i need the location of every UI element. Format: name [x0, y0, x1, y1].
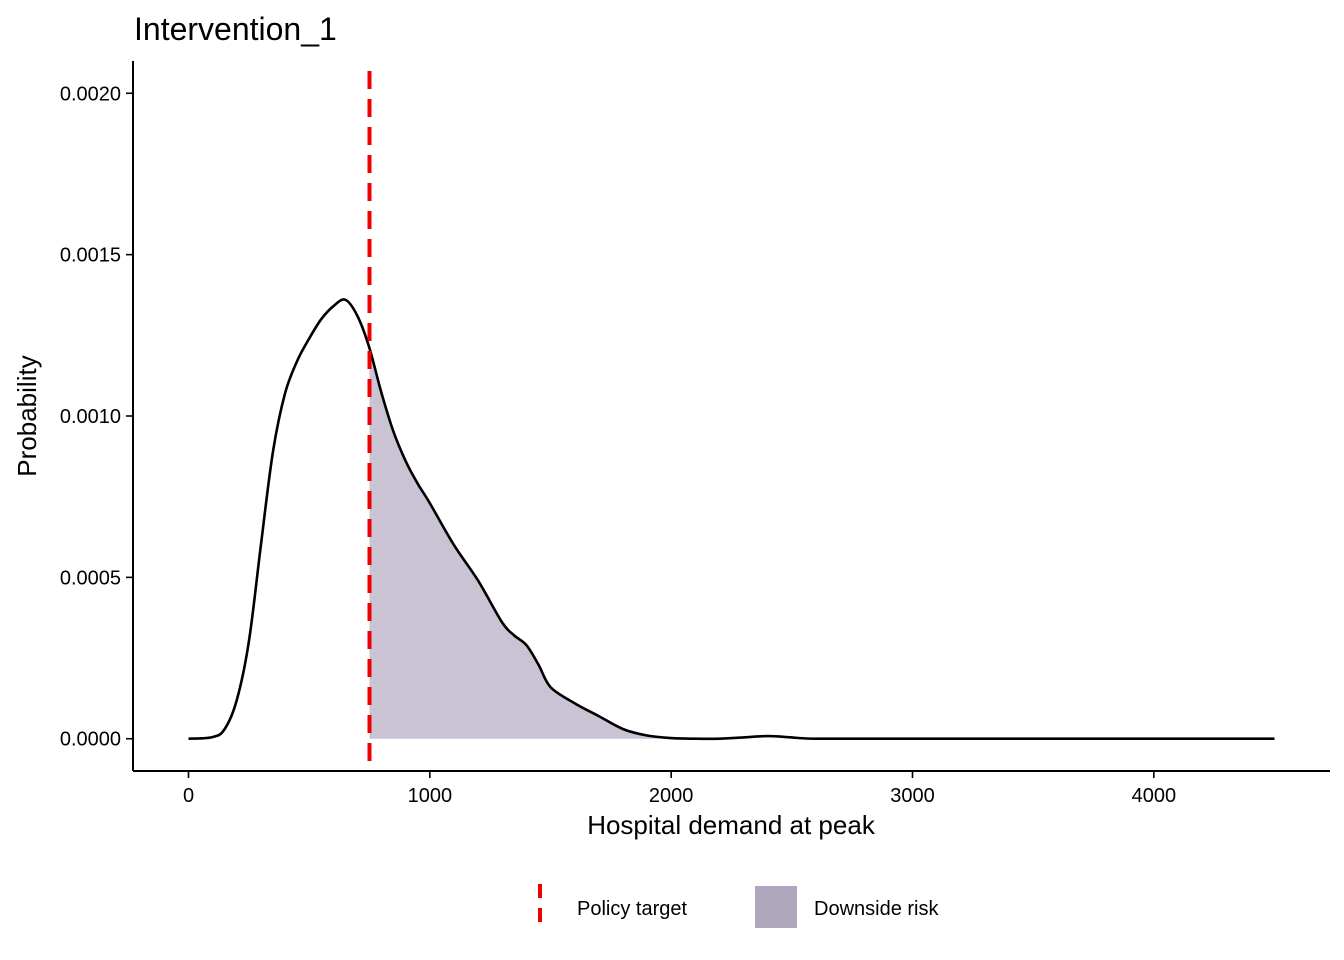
density-curve	[188, 298, 1275, 741]
x-tick-label: 4000	[1132, 785, 1177, 807]
y-tick-label: 0.0000	[60, 729, 121, 751]
legend-downside-risk-key	[755, 886, 797, 928]
legend: Policy target Downside risk	[538, 884, 939, 932]
chart-title: Intervention_1	[134, 11, 337, 47]
x-tick-label: 2000	[649, 785, 694, 807]
x-axis-title: Hospital demand at peak	[587, 810, 876, 840]
legend-downside-risk-label: Downside risk	[814, 898, 939, 920]
x-tick-label: 0	[183, 785, 194, 807]
plot-area	[188, 71, 1275, 771]
y-axis-title: Probability	[12, 355, 42, 476]
downside-risk-area	[369, 348, 672, 739]
y-tick-label: 0.0015	[60, 245, 121, 267]
x-tick-label: 3000	[890, 785, 935, 807]
x-tick-label: 1000	[408, 785, 453, 807]
y-tick-label: 0.0005	[60, 567, 121, 589]
legend-policy-target-label: Policy target	[577, 898, 687, 920]
y-axis-ticks: 0.0000 0.0005 0.0010 0.0015 0.0020	[60, 83, 133, 751]
y-tick-label: 0.0010	[60, 406, 121, 428]
y-tick-label: 0.0020	[60, 83, 121, 105]
x-axis-ticks: 0 1000 2000 3000 4000	[183, 771, 1176, 807]
